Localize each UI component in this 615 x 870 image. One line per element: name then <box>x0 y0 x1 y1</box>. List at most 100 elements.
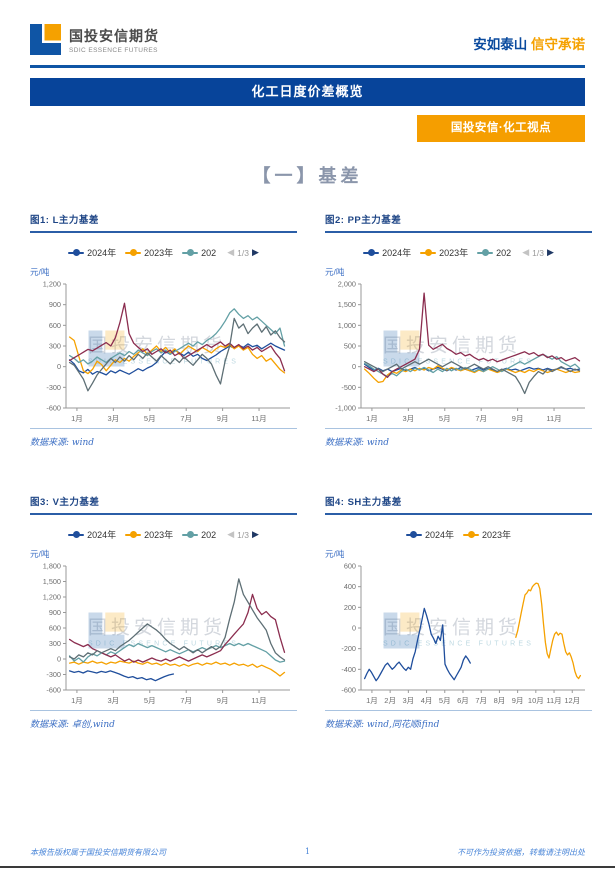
legend-marker-icon <box>68 531 85 538</box>
data-source: 数据来源: wind,同花顺ifind <box>325 710 592 730</box>
legend-marker-icon <box>420 249 437 256</box>
page-bottom-rule <box>0 866 615 868</box>
svg-text:1,500: 1,500 <box>338 300 356 309</box>
legend-pager-next-icon[interactable]: ▶ <box>251 247 259 257</box>
svg-text:3月: 3月 <box>403 414 415 423</box>
series-line <box>515 582 582 680</box>
legend-pager-label: 1/3 <box>237 529 249 540</box>
legend-label: 2024年 <box>382 248 412 258</box>
chart-card-l-basis: 图1: L主力基差 2024年 2023年 202 ◀ 1/3 ▶ 元/吨 国投安信期货 … <box>30 212 297 448</box>
legend-item[interactable]: 202 <box>477 248 511 258</box>
svg-text:-200: -200 <box>341 644 356 653</box>
legend-label: 2023年 <box>144 530 174 540</box>
svg-text:400: 400 <box>344 582 356 591</box>
page-header: 国投安信期货 SDIC ESSENCE FUTURES 安如泰山 信守承诺 <box>0 0 615 63</box>
legend-label: 2023年 <box>482 530 512 540</box>
series-line <box>363 365 581 384</box>
svg-text:1,200: 1,200 <box>43 280 61 289</box>
legend-label: 2024年 <box>87 248 117 258</box>
legend-pager-prev-icon[interactable]: ◀ <box>522 247 530 257</box>
svg-text:200: 200 <box>344 603 356 612</box>
svg-text:3月: 3月 <box>108 414 120 423</box>
svg-text:600: 600 <box>49 321 61 330</box>
svg-text:1,500: 1,500 <box>43 577 61 586</box>
chart-plot: 国投安信期货 SDIC ESSENCE FUTURES -600 -300 0 300… <box>30 279 297 425</box>
series-line <box>68 336 286 375</box>
legend-label: 2023年 <box>439 248 469 258</box>
svg-text:600: 600 <box>49 624 61 633</box>
data-source: 数据来源: 卓创,wind <box>30 710 297 730</box>
svg-text:3月: 3月 <box>108 696 120 705</box>
footer-disclaimer: 不可作为投资依据，转载请注明出处 <box>457 848 585 857</box>
y-axis-unit: 元/吨 <box>325 549 345 559</box>
legend-item[interactable]: 2024年 <box>405 528 454 541</box>
report-subtitle-banner: 国投安信·化工视点 <box>417 115 585 142</box>
legend-marker-icon <box>363 249 380 256</box>
legend-pager-label: 1/3 <box>532 247 544 258</box>
legend-marker-icon <box>405 531 422 538</box>
series-line <box>363 607 471 682</box>
chart-canvas: -1,000 -500 0 500 1,000 1,500 2,000 1月 3月 5月 7月 9月 1… <box>335 280 585 423</box>
charts-grid: 图1: L主力基差 2024年 2023年 202 ◀ 1/3 ▶ 元/吨 国投安信期货 … <box>30 212 592 730</box>
chart-title: 图2: PP主力基差 <box>325 212 592 233</box>
svg-text:3月: 3月 <box>403 696 415 705</box>
legend-label: 2024年 <box>87 530 117 540</box>
legend-label: 202 <box>496 247 512 258</box>
legend-label: 2023年 <box>144 248 174 258</box>
legend-pager-prev-icon[interactable]: ◀ <box>227 529 235 539</box>
chart-canvas: -600 -400 -200 0 200 400 600 1月 2月 3月 4月 5月 6月 7月 8月 9月… <box>341 562 585 705</box>
svg-text:-1,000: -1,000 <box>335 404 356 413</box>
svg-text:1,000: 1,000 <box>338 321 356 330</box>
series-line <box>363 358 581 395</box>
svg-text:-600: -600 <box>46 404 61 413</box>
svg-text:4月: 4月 <box>421 696 433 705</box>
svg-text:12月: 12月 <box>564 696 580 705</box>
chart-title: 图3: V主力基差 <box>30 494 297 515</box>
logo-subtitle: SDIC ESSENCE FUTURES <box>69 46 158 54</box>
legend-pager-next-icon[interactable]: ▶ <box>251 529 259 539</box>
legend-pager-prev-icon[interactable]: ◀ <box>227 247 235 257</box>
legend-item[interactable]: 202 <box>182 530 216 540</box>
svg-text:8月: 8月 <box>494 696 506 705</box>
legend-item[interactable]: 2024年 <box>363 246 411 259</box>
chart-title: 图4: SH主力基差 <box>325 494 592 515</box>
svg-text:600: 600 <box>344 562 356 571</box>
header-divider <box>30 65 585 68</box>
series-line <box>68 342 286 376</box>
chart-card-v-basis: 图3: V主力基差 2024年 2023年 202 ◀ 1/3 ▶ 元/吨 国投安信期货 … <box>30 494 297 730</box>
legend-item[interactable]: 2023年 <box>125 246 173 259</box>
legend-item[interactable]: 2023年 <box>420 246 468 259</box>
legend-marker-icon <box>125 531 142 538</box>
svg-text:300: 300 <box>49 342 61 351</box>
data-source: 数据来源: wind <box>30 428 297 448</box>
svg-text:7月: 7月 <box>180 696 192 705</box>
legend-item[interactable]: 2023年 <box>125 528 173 541</box>
legend-pager: ◀ 1/3 ▶ <box>522 247 554 258</box>
logo-text: 国投安信期货 SDIC ESSENCE FUTURES <box>69 26 159 54</box>
data-source: 数据来源: wind <box>325 428 592 448</box>
svg-text:1月: 1月 <box>366 696 378 705</box>
y-axis-unit: 元/吨 <box>30 267 50 277</box>
series-line <box>363 292 581 379</box>
legend-item[interactable]: 2024年 <box>68 528 116 541</box>
svg-text:11月: 11月 <box>546 414 561 423</box>
legend-item[interactable]: 2024年 <box>68 246 116 259</box>
chart-legend: 2024年 2023年 202 ◀ 1/3 ▶ <box>30 528 297 541</box>
legend-marker-icon <box>68 249 85 256</box>
legend-label: 202 <box>201 529 217 540</box>
company-logo-icon <box>30 24 61 55</box>
y-axis-unit: 元/吨 <box>325 267 345 277</box>
series-line <box>68 660 286 677</box>
legend-item[interactable]: 2023年 <box>463 528 511 541</box>
svg-text:-300: -300 <box>46 670 61 679</box>
legend-item[interactable]: 202 <box>182 248 216 258</box>
chart-title: 图1: L主力基差 <box>30 212 297 233</box>
svg-text:300: 300 <box>49 639 61 648</box>
svg-text:9月: 9月 <box>217 696 229 705</box>
chart-card-pp-basis: 图2: PP主力基差 2024年 2023年 202 ◀ 1/3 ▶ 元/吨 国投安信期货… <box>325 212 592 448</box>
svg-text:-500: -500 <box>341 383 356 392</box>
logo-title: 国投安信期货 <box>69 27 159 44</box>
series-line <box>68 670 175 682</box>
legend-pager-next-icon[interactable]: ▶ <box>546 247 554 257</box>
